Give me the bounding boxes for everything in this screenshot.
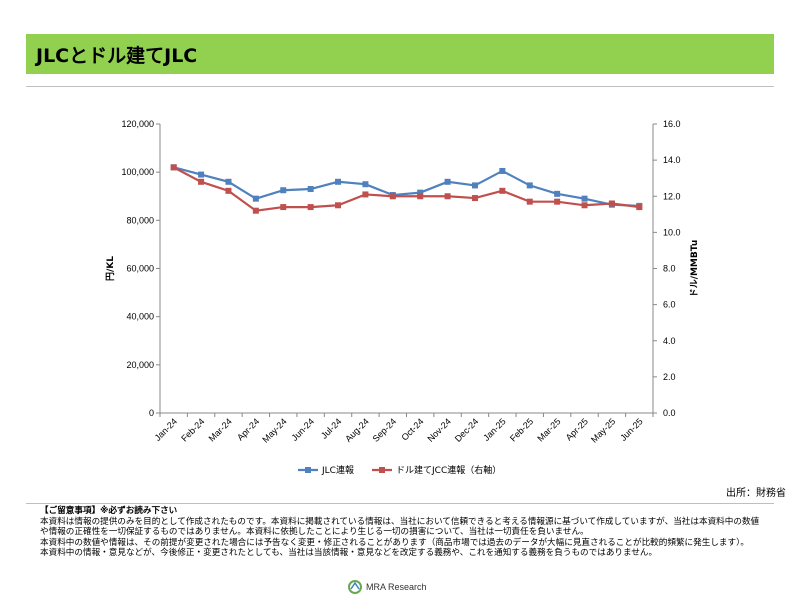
x-tick-label: Jun-25 [618,416,645,443]
y-left-tick-label: 20,000 [126,360,154,370]
x-tick-label: Jan-25 [481,416,508,443]
footer-logo: MRA Research [348,580,427,594]
series-2-point [581,202,588,209]
y-right-tick-label: 10.0 [663,227,681,237]
x-tick-label: Nov-24 [425,416,453,444]
series-2-point [198,178,205,185]
series-2-point [526,198,533,205]
y-left-tick-label: 40,000 [126,312,154,322]
series-1-point [335,178,342,185]
disclaimer-line: 本資料中の情報・意見などが、今後修正・変更されたとしても、当社は当該情報・意見な… [40,548,658,559]
disclaimer-line: 本資料は情報の提供のみを目的として作成されたものです。本資料に掲載されている情報… [40,516,760,538]
series-2-point [471,195,478,202]
logo-text: MRA Research [366,582,427,592]
divider-bottom [26,503,774,504]
y-left-tick-label: 100,000 [121,167,154,177]
series-2-point [362,191,369,198]
x-tick-label: Oct-24 [399,416,425,442]
series-1-point [581,195,588,202]
series-1-point [198,171,205,178]
series-1-point [252,195,259,202]
series-1-point [444,178,451,185]
series-2-point [225,187,232,194]
x-tick-label: Aug-24 [343,416,371,444]
series-line-2 [173,166,640,212]
series-2-point [417,193,424,200]
x-tick-label: Jan-24 [153,416,180,443]
series-1-point [417,189,424,196]
series-2-point [335,202,342,209]
x-tick-label: Jul-24 [319,416,343,440]
series-2-point [280,204,287,211]
series-2-point [170,164,177,171]
x-tick-label: May-24 [260,416,288,444]
series-1-point [307,186,314,193]
series-2-point [499,187,506,194]
y-left-axis-title: 円/KL [105,256,116,281]
y-left-tick-label: 120,000 [121,119,154,129]
disclaimer-notes: 【ご留意事項】※必ずお読み下さい 本資料は情報の提供のみを目的として作成されたも… [40,506,765,559]
series-1-point [554,190,561,197]
legend-label-2: ドル建てJCC連報（右軸） [396,464,501,476]
series-1-point [471,182,478,189]
series-2-point [389,193,396,200]
series-1-point [526,182,533,189]
x-tick-label: Dec-24 [453,416,481,444]
line-chart: 0 20,000 40,000 60,000 80,000 100,000 120,000 0… [105,119,700,476]
y-right-axis-title: ドル/MMBTu [689,240,700,298]
y-right-tick-label: 4.0 [663,336,676,346]
series-1-point [362,181,369,188]
legend-label-1: JLC連報 [321,464,354,476]
page-title: JLCとドル建てJLC [36,44,198,67]
legend-marker-2 [379,467,385,473]
series-1-point [280,187,287,194]
legend-marker-1 [305,467,311,473]
y-right-tick-label: 16.0 [663,119,681,129]
chart-series [170,164,643,214]
series-2-point [608,200,615,207]
y-right-tick-label: 8.0 [663,264,676,274]
x-tick-label: Apr-25 [564,416,590,442]
series-line-1 [173,166,640,207]
disclaimer-line: 本資料中の数値や情報は、その前提が変更された場合には予告なく変更・修正されること… [40,537,749,548]
x-tick-label: Feb-24 [179,416,206,443]
y-left-tick-label: 80,000 [126,215,154,225]
x-tick-label: Feb-25 [508,416,535,443]
divider-top [26,86,774,87]
x-tick-label: Apr-24 [235,416,261,442]
x-tick-label: May-25 [589,416,617,444]
y-right-tick-label: 2.0 [663,372,676,382]
series-2-point [636,204,643,211]
source-label: 出所：財務省 [726,488,786,499]
disclaimer-heading: 【ご留意事項】※必ずお読み下さい [40,506,178,516]
x-tick-label: Jun-24 [290,416,317,443]
y-left-tick-label: 0 [149,408,154,418]
x-tick-label: Sep-24 [371,416,399,444]
title-bar: JLCとドル建てJLC [26,34,774,74]
y-right-tick-label: 12.0 [663,191,681,201]
y-left-tick-label: 60,000 [126,264,154,274]
y-right-tick-label: 6.0 [663,300,676,310]
chart-axes: 0 20,000 40,000 60,000 80,000 100,000 120,000 0… [105,119,700,445]
y-right-tick-label: 0.0 [663,408,676,418]
chart-legend: JLC連報 ドル建てJCC連報（右軸） [298,464,501,476]
series-2-point [554,198,561,205]
x-tick-label: Mar-25 [535,416,562,443]
x-tick-label: Mar-24 [207,416,234,443]
mra-logo-icon [348,580,362,594]
series-2-point [444,193,451,200]
series-2-point [307,204,314,211]
series-2-point [252,207,259,214]
series-1-point [225,178,232,185]
y-right-tick-label: 14.0 [663,155,681,165]
series-1-point [499,167,506,174]
